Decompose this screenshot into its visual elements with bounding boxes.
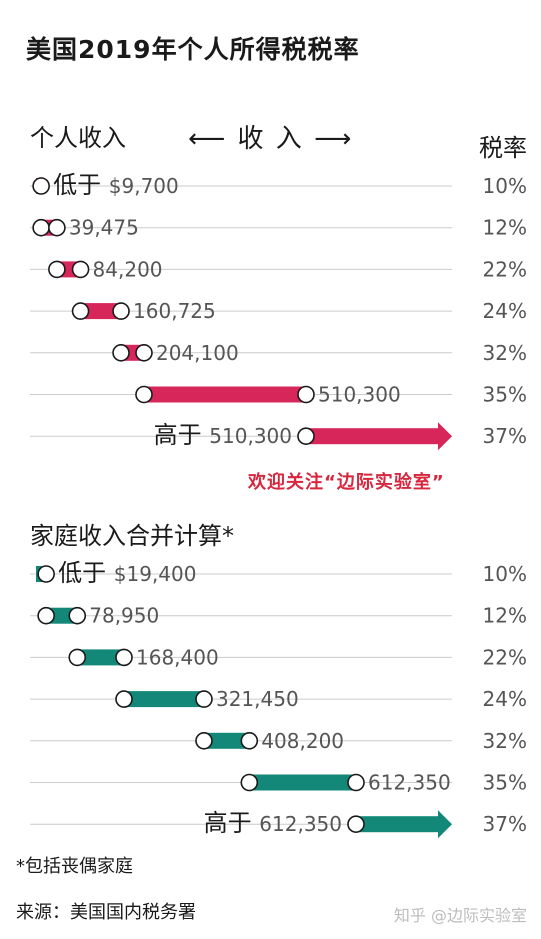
bracket-threshold-label: 低于 $9,700	[53, 171, 179, 199]
bracket-threshold-label: 78,950	[89, 604, 159, 628]
bracket-end-marker	[297, 385, 315, 404]
watermark: 知乎 @边际实验室	[393, 906, 527, 925]
bracket-start-marker	[347, 815, 365, 834]
bracket-label-value: 321,450	[216, 687, 299, 711]
bracket-threshold-label: 168,400	[136, 645, 219, 669]
bracket-label-value: 612,350	[259, 812, 342, 836]
rate-label: 12%	[483, 216, 527, 240]
bracket-end-marker	[195, 690, 213, 708]
bracket-bar	[124, 691, 204, 708]
individual-section-label: 个人收入	[30, 124, 126, 152]
rate-column-header: 税率	[479, 134, 527, 162]
rate-label: 37%	[483, 812, 527, 836]
bracket-bar	[203, 732, 250, 749]
bracket-threshold-label: 高于 612,350	[204, 809, 342, 837]
rate-label: 22%	[483, 257, 527, 281]
bracket-label-value: 612,350	[368, 771, 451, 795]
bracket-label-value: 510,300	[318, 383, 401, 407]
bracket-label-value: 78,950	[89, 604, 159, 628]
bracket-threshold-label: 低于 $19,400	[58, 559, 196, 587]
rate-label: 37%	[483, 424, 527, 448]
bracket-label-value: 39,475	[69, 216, 139, 240]
rate-label: 35%	[483, 383, 527, 407]
rate-label: 12%	[483, 604, 527, 628]
bracket-start-marker	[195, 731, 213, 750]
bracket-label-value: $19,400	[114, 562, 197, 586]
rate-label: 24%	[483, 687, 527, 711]
bracket-bar	[306, 428, 438, 445]
bracket-start-marker	[48, 260, 66, 279]
bracket-threshold-label: 204,100	[156, 341, 239, 365]
open-ended-arrow	[438, 422, 452, 451]
bracket-end-marker	[115, 648, 133, 667]
bracket-end-marker	[32, 177, 50, 195]
bracket-label-value: 168,400	[136, 645, 219, 669]
bracket-end-marker	[240, 731, 259, 750]
bracket-threshold-label: 321,450	[216, 687, 299, 711]
bracket-threshold-label: 510,300	[318, 383, 401, 407]
bracket-start-marker	[240, 773, 259, 792]
bracket-threshold-label: 39,475	[69, 216, 139, 240]
bracket-label-value: 408,200	[261, 729, 344, 753]
bracket-threshold-label: 高于 510,300	[154, 421, 292, 449]
bracket-end-marker	[71, 260, 90, 279]
bracket-start-marker	[37, 606, 55, 625]
rate-label: 32%	[483, 729, 527, 753]
bracket-start-marker	[297, 427, 315, 446]
rate-label: 35%	[483, 771, 527, 795]
bracket-end-marker	[135, 343, 153, 362]
bracket-label-value: 204,100	[156, 341, 239, 365]
bracket-end-marker	[347, 773, 365, 792]
family-section-label: 家庭收入合并计算*	[30, 522, 234, 550]
bracket-bar	[249, 774, 356, 791]
bracket-threshold-label: 408,200	[261, 729, 344, 753]
income-axis-label: ⟵ 收 入 ⟶	[188, 124, 354, 154]
bracket-bar	[356, 816, 438, 833]
rate-label: 10%	[483, 174, 527, 198]
bracket-label-value: 510,300	[209, 424, 292, 448]
bracket-threshold-label: 160,725	[133, 299, 216, 323]
chart-title: 美国2019年个人所得税税率	[26, 35, 360, 64]
bracket-start-marker	[32, 218, 50, 237]
footnote: *包括丧偶家庭	[16, 856, 133, 877]
source-note: 来源：美国国内税务署	[16, 902, 196, 923]
bracket-threshold-label: 84,200	[93, 257, 163, 281]
bracket-bar	[143, 386, 306, 403]
bracket-label-value: 84,200	[93, 257, 163, 281]
bracket-start-marker	[135, 385, 153, 404]
bracket-label-prefix: 低于	[58, 559, 114, 587]
bracket-bar	[77, 649, 125, 666]
rate-label: 10%	[483, 562, 527, 586]
bracket-end-marker	[68, 606, 87, 625]
bracket-end-marker	[48, 218, 66, 237]
bracket-start-marker	[112, 343, 130, 362]
bracket-label-value: $9,700	[109, 174, 179, 198]
rate-label: 22%	[483, 645, 527, 669]
bracket-label-prefix: 低于	[53, 171, 109, 199]
rate-label: 24%	[483, 299, 527, 323]
bracket-start-marker	[68, 648, 87, 667]
bracket-bar	[80, 303, 122, 320]
bracket-start-marker	[71, 302, 90, 320]
open-ended-arrow	[438, 810, 452, 839]
bracket-end-marker	[112, 302, 130, 320]
bracket-start-marker	[115, 690, 133, 708]
bracket-label-value: 160,725	[133, 299, 216, 323]
bracket-end-marker	[37, 565, 55, 583]
promo-text: 欢迎关注“边际实验室”	[248, 472, 445, 493]
bracket-label-prefix: 高于	[154, 421, 210, 449]
rate-label: 32%	[483, 341, 527, 365]
bracket-label-prefix: 高于	[204, 809, 260, 837]
bracket-threshold-label: 612,350	[368, 771, 451, 795]
